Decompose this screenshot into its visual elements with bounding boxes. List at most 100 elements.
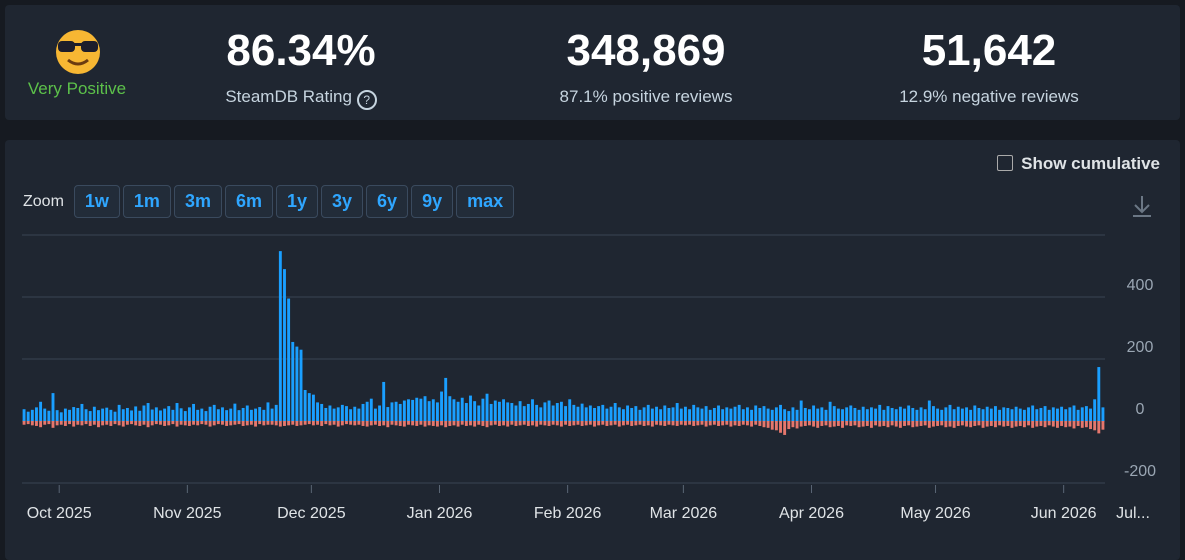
bar [373, 408, 377, 421]
bar [919, 421, 923, 426]
bar [927, 400, 931, 421]
bar [568, 399, 572, 421]
bar [770, 421, 774, 430]
bar [820, 407, 824, 421]
bar [245, 421, 249, 426]
bar [679, 408, 683, 421]
bar [977, 421, 981, 426]
bar [700, 408, 704, 421]
bar [97, 421, 100, 428]
rating-block: 86.34% SteamDB Rating ? [151, 27, 451, 110]
bar [159, 410, 162, 421]
zoom-button[interactable]: 3y [321, 185, 364, 218]
zoom-button[interactable]: 1y [275, 185, 318, 218]
bar [568, 421, 572, 426]
bar [564, 421, 568, 425]
bar [419, 421, 423, 425]
bar [68, 409, 71, 421]
bar [708, 421, 712, 426]
bar [258, 421, 262, 425]
rating-label: Very Positive [27, 79, 127, 98]
bar [824, 421, 828, 426]
zoom-button[interactable]: 6m [224, 185, 273, 218]
bar [766, 408, 770, 421]
bar [431, 399, 435, 421]
cumulative-toggle[interactable]: Show cumulative [997, 154, 1160, 174]
bar [1080, 407, 1084, 421]
bar [828, 401, 832, 421]
bar [725, 407, 729, 421]
bar [634, 421, 638, 426]
bar [225, 410, 229, 421]
bar [134, 406, 138, 421]
bar [1027, 421, 1030, 426]
bar [609, 421, 613, 426]
bar [547, 421, 551, 426]
bar [415, 397, 419, 421]
zoom-button[interactable]: 3m [173, 185, 222, 218]
bar [303, 421, 307, 425]
bar [307, 421, 311, 425]
bar [994, 421, 997, 428]
bar [791, 421, 795, 428]
bar [667, 407, 671, 421]
bar [146, 421, 150, 428]
bar [1022, 409, 1026, 421]
bar [386, 421, 390, 428]
bar [493, 400, 497, 421]
zoom-button[interactable]: 1w [73, 185, 120, 218]
zoom-button[interactable]: 9y [411, 185, 454, 218]
negative-block: 51,642 12.9% negative reviews [839, 27, 1139, 107]
bar [870, 421, 873, 428]
bar [696, 407, 700, 421]
bar [882, 421, 886, 426]
bar [109, 421, 113, 426]
bar [229, 421, 233, 426]
x-tick-label: Dec 2025 [277, 505, 346, 522]
bar [1072, 421, 1076, 429]
bar [919, 407, 923, 421]
bar [311, 394, 315, 421]
bar [435, 402, 439, 421]
zoom-button[interactable]: max [456, 185, 515, 218]
bar [138, 410, 142, 421]
rating-value: 86.34% [226, 26, 376, 75]
bar [940, 421, 944, 426]
bar [76, 407, 80, 421]
bar [47, 421, 51, 425]
bar [853, 421, 857, 426]
bar [911, 421, 915, 428]
help-icon[interactable]: ? [356, 90, 377, 110]
bar [88, 411, 92, 421]
bar [481, 398, 485, 421]
bar [423, 421, 427, 427]
bar [187, 421, 191, 426]
x-tick-label: Jan 2026 [407, 505, 473, 522]
bar [171, 409, 175, 421]
checkbox[interactable] [997, 155, 1014, 171]
bar [237, 421, 241, 425]
bar [737, 404, 741, 421]
bar [464, 403, 468, 421]
bar [291, 421, 295, 425]
bar [915, 409, 919, 421]
zoom-button[interactable]: 6y [366, 185, 409, 218]
bar [535, 421, 539, 427]
bar [1080, 421, 1084, 428]
bar [469, 395, 472, 421]
download-icon[interactable] [1130, 194, 1154, 218]
zoom-button[interactable]: 1m [122, 185, 171, 218]
emoji-icon [56, 30, 100, 74]
bar [626, 405, 630, 421]
bar [729, 421, 733, 427]
bar [68, 421, 71, 425]
bar [369, 421, 373, 426]
bar [353, 406, 357, 421]
bar [1027, 407, 1030, 421]
bar [456, 421, 460, 427]
bar [30, 421, 34, 426]
bar [125, 421, 129, 425]
bar [295, 421, 299, 426]
bar [948, 421, 952, 427]
bar [324, 407, 328, 421]
